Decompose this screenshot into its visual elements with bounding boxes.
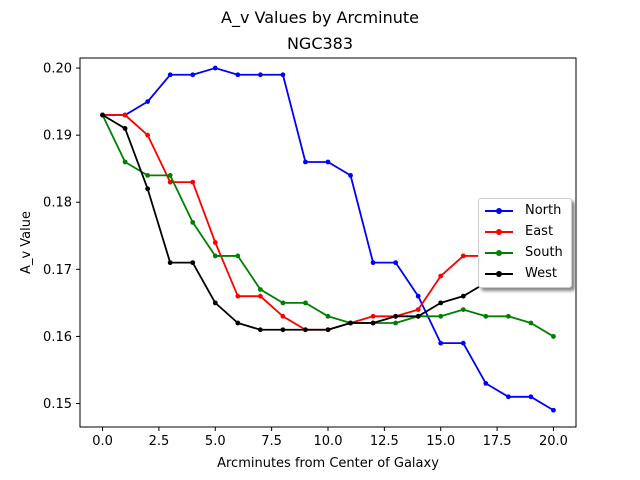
data-point-west	[122, 126, 128, 131]
y-tick-label: 0.15	[43, 397, 72, 412]
data-point-west	[415, 313, 421, 319]
data-point-south	[393, 320, 399, 326]
y-tick-label: 0.16	[43, 330, 72, 345]
data-point-east	[122, 112, 128, 118]
chart-legend: North East South West	[478, 198, 572, 288]
data-point-east	[415, 307, 421, 312]
x-tick-label: 15.0	[426, 434, 455, 449]
data-point-north	[167, 72, 173, 78]
data-point-south	[235, 253, 241, 259]
data-point-south	[505, 313, 511, 319]
x-tick-label: 7.5	[261, 434, 282, 449]
x-tick-label: 5.0	[205, 434, 226, 449]
data-point-north	[212, 65, 218, 71]
data-point-north	[325, 159, 331, 165]
data-point-north	[280, 72, 286, 78]
legend-item-north: North	[485, 202, 569, 220]
data-point-west	[100, 112, 105, 118]
data-point-east	[257, 293, 263, 299]
legend-label: East	[525, 224, 554, 239]
data-point-south	[257, 287, 263, 292]
y-axis-label: A_v Value	[19, 211, 34, 274]
data-point-east	[460, 253, 466, 259]
data-point-north	[460, 340, 466, 346]
legend-item-east: East	[485, 223, 569, 241]
data-point-east	[190, 179, 196, 185]
data-point-north	[551, 407, 556, 413]
data-point-north	[190, 72, 196, 78]
legend-label: South	[525, 245, 563, 260]
data-point-east	[438, 273, 444, 279]
data-point-south	[325, 313, 331, 319]
data-point-north	[370, 260, 376, 266]
data-point-west	[370, 320, 376, 326]
data-point-north	[483, 380, 489, 386]
x-tick-label: 20.0	[539, 434, 568, 449]
y-tick-label: 0.19	[43, 129, 72, 144]
legend-label: North	[525, 203, 562, 218]
data-point-south	[483, 313, 489, 319]
data-point-east	[212, 240, 218, 245]
data-point-south	[303, 300, 308, 306]
data-point-north	[303, 159, 308, 165]
legend-item-west: West	[485, 265, 569, 283]
data-point-south	[122, 159, 128, 165]
x-tick-label: 2.5	[149, 434, 170, 449]
data-point-south	[551, 334, 556, 339]
data-point-north	[528, 394, 534, 400]
legend-item-south: South	[485, 244, 569, 262]
data-point-north	[145, 99, 151, 105]
data-point-west	[235, 320, 241, 326]
x-tick-label: 17.5	[483, 434, 512, 449]
data-point-south	[460, 307, 466, 312]
data-point-west	[257, 327, 263, 333]
chart-title: A_v Values by Arcminute	[221, 8, 419, 27]
data-point-west	[438, 300, 444, 306]
data-point-north	[257, 72, 263, 78]
data-point-west	[167, 260, 173, 266]
y-tick-label: 0.18	[43, 196, 72, 211]
data-point-north	[393, 260, 399, 266]
data-point-west	[460, 293, 466, 299]
legend-label: West	[525, 266, 557, 281]
data-point-north	[235, 72, 241, 78]
data-point-south	[212, 253, 218, 259]
data-point-north	[415, 293, 421, 299]
data-point-west	[303, 327, 308, 333]
data-point-south	[280, 300, 286, 306]
data-point-south	[438, 313, 444, 319]
data-point-north	[505, 394, 511, 400]
x-tick-label: 12.5	[370, 434, 399, 449]
x-tick-label: 10.0	[314, 434, 343, 449]
data-point-west	[190, 260, 196, 266]
data-point-south	[190, 219, 196, 225]
data-point-west	[280, 327, 286, 333]
data-point-west	[145, 186, 151, 192]
data-point-east	[280, 313, 286, 319]
x-axis-label: Arcminutes from Center of Galaxy	[217, 456, 439, 471]
y-tick-label: 0.17	[43, 263, 72, 278]
data-point-north	[438, 340, 444, 346]
data-point-north	[348, 173, 353, 178]
chart-subtitle: NGC383	[286, 34, 354, 53]
y-tick-label: 0.20	[43, 62, 72, 77]
data-point-west	[348, 320, 353, 326]
data-point-south	[528, 320, 534, 326]
data-point-east	[370, 313, 376, 319]
data-point-west	[393, 313, 399, 319]
data-point-west	[212, 300, 218, 306]
data-point-east	[167, 179, 173, 185]
data-point-east	[145, 132, 151, 138]
data-point-south	[145, 173, 151, 178]
data-point-south	[167, 173, 173, 178]
data-point-east	[235, 293, 241, 299]
x-tick-label: 0.0	[92, 434, 113, 449]
data-point-west	[325, 327, 331, 333]
